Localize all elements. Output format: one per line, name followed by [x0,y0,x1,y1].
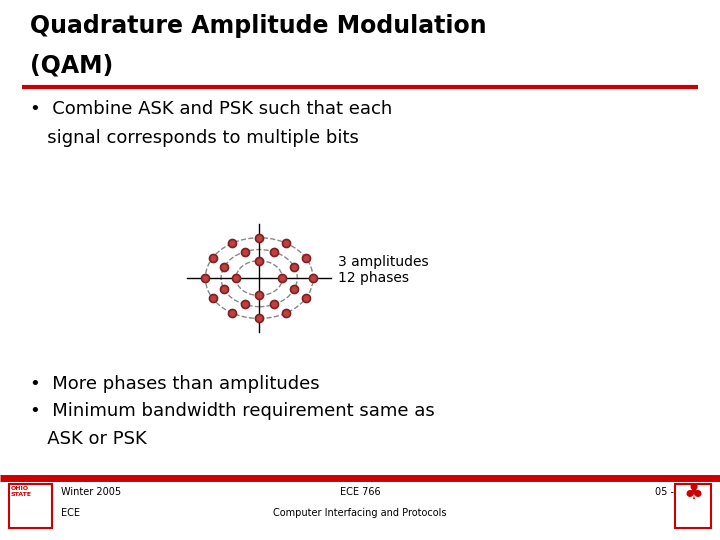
Text: Quadrature Amplitude Modulation: Quadrature Amplitude Modulation [30,14,487,37]
FancyBboxPatch shape [675,484,711,528]
Text: OHIO
STATE: OHIO STATE [11,486,32,497]
Text: Winter 2005: Winter 2005 [61,487,122,497]
Text: •  Minimum bandwidth requirement same as: • Minimum bandwidth requirement same as [30,402,435,420]
Text: ASK or PSK: ASK or PSK [30,430,147,448]
Text: •  Combine ASK and PSK such that each: • Combine ASK and PSK such that each [30,100,392,118]
Text: ECE 766: ECE 766 [340,487,380,497]
Text: (QAM): (QAM) [30,54,114,78]
FancyBboxPatch shape [9,484,52,528]
Text: •  More phases than amplitudes: • More phases than amplitudes [30,375,320,393]
Text: 3 amplitudes
12 phases: 3 amplitudes 12 phases [338,255,429,285]
Text: ECE: ECE [61,508,80,518]
Text: 05 - 10: 05 - 10 [655,487,690,497]
Text: ♣: ♣ [683,484,703,504]
Text: Computer Interfacing and Protocols: Computer Interfacing and Protocols [274,508,446,518]
Text: signal corresponds to multiple bits: signal corresponds to multiple bits [30,129,359,146]
